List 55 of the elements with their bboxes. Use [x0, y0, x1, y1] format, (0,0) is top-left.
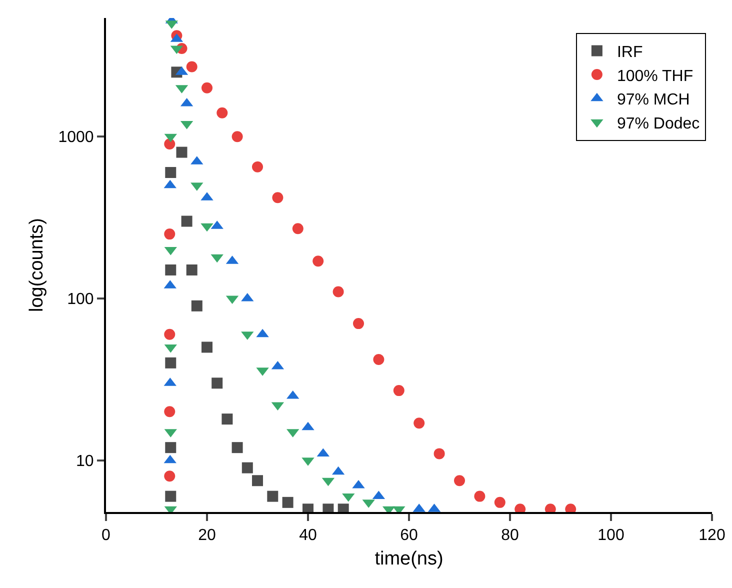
point [232, 131, 243, 142]
point [242, 462, 253, 474]
point [202, 82, 212, 94]
point [165, 442, 176, 454]
point [164, 228, 176, 240]
point [252, 475, 263, 486]
point [434, 448, 445, 460]
y-axis-title: log(counts) [26, 218, 48, 312]
x-tick-label: 80 [501, 527, 519, 544]
point [312, 256, 324, 267]
x-tick-label: 20 [198, 527, 216, 544]
point [186, 61, 198, 72]
point [252, 161, 263, 172]
point [164, 328, 176, 340]
point [212, 378, 223, 389]
point [164, 406, 176, 418]
point [373, 354, 384, 365]
x-tick-label: 100 [598, 527, 624, 544]
legend-label: 100% THF [616, 68, 694, 85]
point [164, 470, 176, 482]
x-tick-label: 40 [299, 527, 317, 544]
point [165, 490, 176, 502]
point [474, 490, 486, 502]
point [393, 385, 404, 396]
point [222, 414, 233, 425]
point [165, 167, 176, 178]
point [165, 264, 176, 276]
point [454, 475, 465, 486]
point [164, 138, 176, 150]
point [494, 496, 506, 508]
point [181, 216, 192, 227]
x-tick-label: 60 [400, 527, 418, 544]
point [414, 418, 425, 429]
point [165, 357, 176, 368]
x-tick-label: 120 [698, 527, 726, 544]
legend-label: 97% Dodec [616, 115, 700, 132]
point [232, 442, 243, 454]
y-tick-label: 1000 [58, 129, 94, 146]
point [272, 192, 284, 204]
point [176, 146, 188, 158]
point [191, 300, 202, 312]
point [216, 107, 228, 118]
point [267, 490, 278, 502]
point [332, 286, 344, 298]
legend-label: 97% MCH [616, 92, 690, 109]
point [292, 223, 304, 234]
point [282, 496, 294, 508]
y-tick-label: 100 [67, 291, 94, 308]
point [186, 264, 198, 276]
point [353, 318, 364, 330]
point [202, 342, 212, 353]
x-tick-label: 0 [102, 527, 111, 544]
x-axis-title: time(ns) [374, 548, 444, 570]
y-tick-label: 10 [76, 452, 94, 470]
legend-label: IRF [616, 44, 643, 61]
